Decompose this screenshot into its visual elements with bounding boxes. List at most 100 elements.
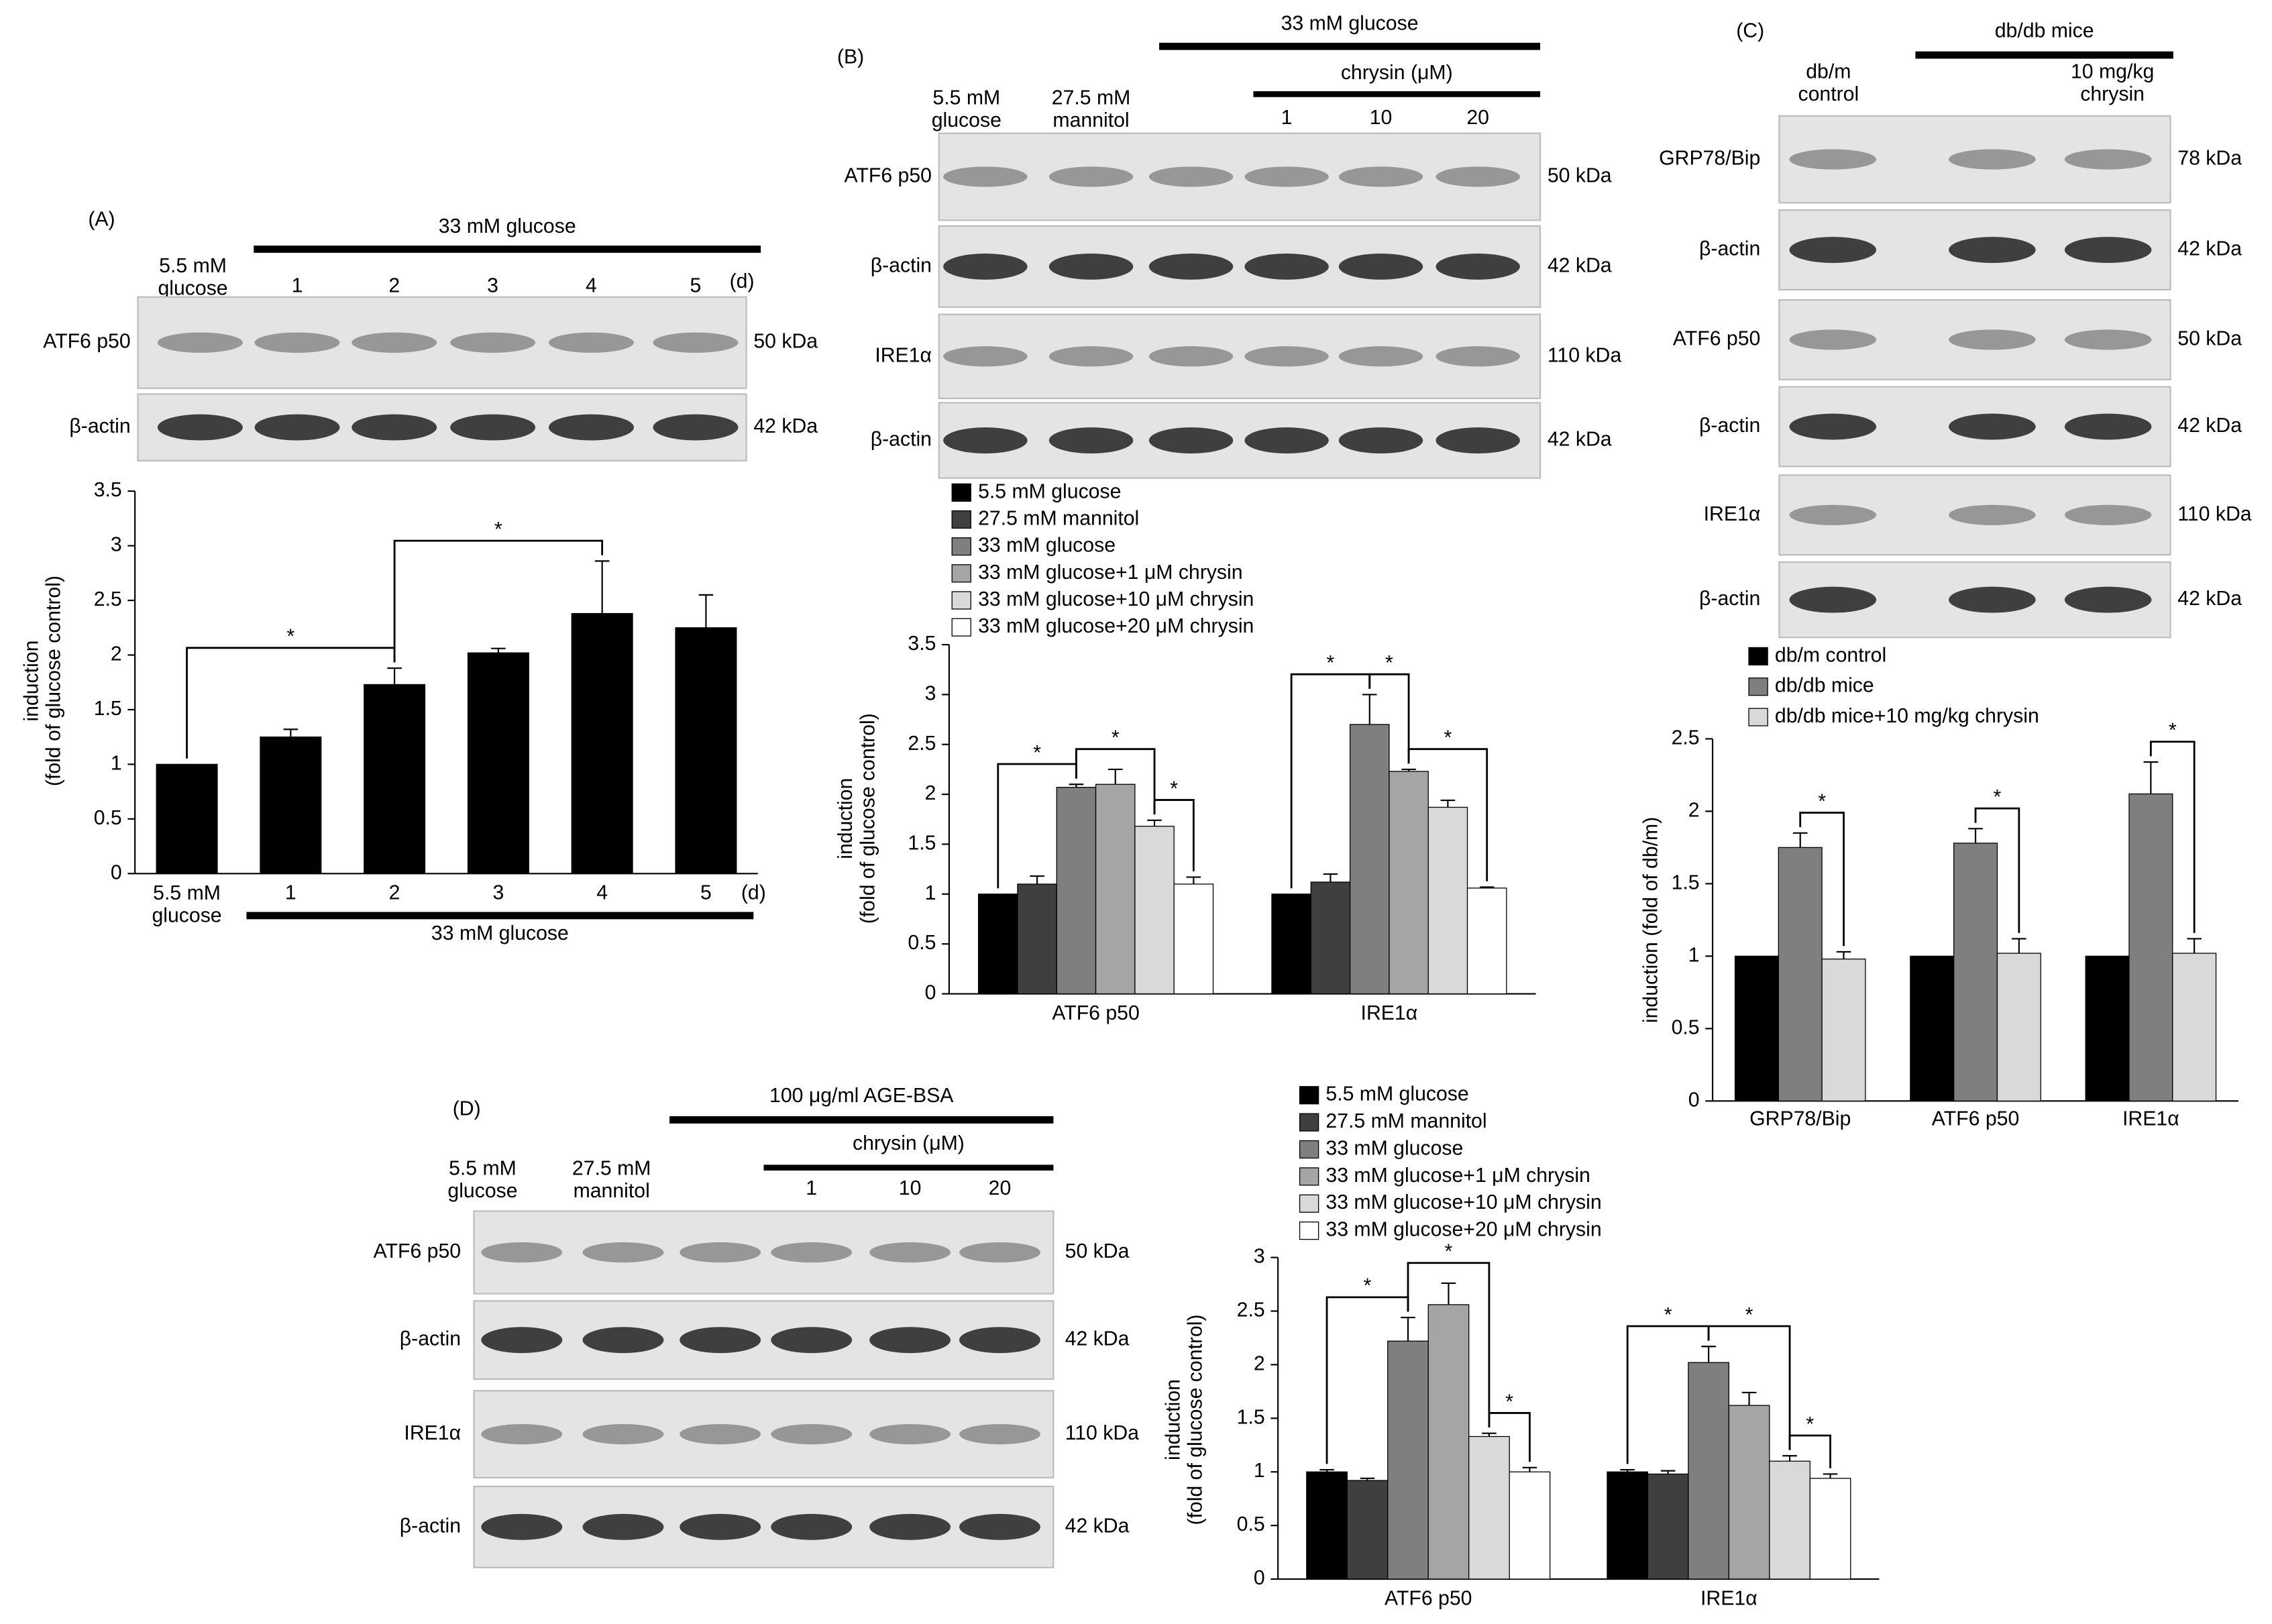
legend-label: 5.5 mM glucose — [1326, 1083, 1468, 1105]
significance-label: * — [1364, 1275, 1372, 1297]
text-line: 10 mg/kg — [2071, 61, 2154, 83]
blot-band — [959, 1513, 1040, 1540]
significance-label: * — [1818, 790, 1826, 812]
blot-band — [1244, 253, 1329, 280]
blot-band — [1048, 253, 1134, 280]
blot-band — [582, 1423, 664, 1445]
blot-band — [1148, 253, 1234, 280]
text-line: glucose — [158, 277, 227, 299]
row-size: 110 kDa — [1065, 1422, 1140, 1444]
blot-band — [1338, 166, 1423, 187]
blot-row — [1778, 115, 2171, 204]
blot-band — [582, 1327, 664, 1354]
significance-label: * — [1806, 1413, 1814, 1436]
legend-swatch — [1299, 1167, 1319, 1186]
legend-swatch — [951, 591, 971, 610]
bar — [1468, 1436, 1510, 1580]
y-tick-label: 0.5 — [908, 932, 936, 954]
x-tick-label: 5.5 mM glucose — [152, 882, 221, 926]
group-label: 33 mM glucose — [439, 215, 576, 237]
bar — [1769, 1460, 1810, 1580]
y-tick-label: 2 — [1254, 1352, 1265, 1374]
y-axis-label: induction(fold of glucose control) — [1162, 1314, 1206, 1525]
legend-label: 33 mM glucose+20 μM chrysin — [978, 615, 1254, 637]
subgroup-label: chrysin (μM) — [1341, 62, 1453, 84]
text-line: chrysin — [2080, 83, 2145, 105]
blot-band — [869, 1327, 951, 1354]
legend-label: 33 mM glucose+10 μM chrysin — [978, 588, 1254, 610]
row-size: 42 kDa — [1065, 1515, 1130, 1537]
blot-band — [450, 414, 536, 441]
y-tick-label: 2.5 — [1672, 726, 1700, 749]
blot-row — [473, 1210, 1054, 1295]
blot-row — [938, 132, 1541, 221]
significance-bracket — [1799, 812, 1845, 946]
blot-band — [548, 414, 634, 441]
bar — [1134, 826, 1175, 995]
lane-label: 2 — [388, 275, 400, 297]
bar — [1466, 887, 1507, 995]
y-tick-label: 3 — [1254, 1246, 1265, 1268]
text-line: db/m — [1806, 61, 1851, 83]
lane-label: 3 — [487, 275, 498, 297]
row-size: 42 kDa — [753, 415, 818, 437]
blot-band — [254, 414, 340, 441]
blot-band — [771, 1327, 853, 1354]
panel-label: (C) — [1736, 19, 1764, 42]
y-tick-label: 0 — [1688, 1089, 1700, 1111]
row-size: 50 kDa — [2177, 327, 2242, 349]
legend-swatch — [951, 510, 971, 529]
bar — [571, 612, 633, 874]
row-size: 50 kDa — [1548, 164, 1612, 186]
blot-band — [869, 1423, 951, 1445]
significance-label: * — [1994, 786, 2002, 808]
bar — [1095, 783, 1136, 995]
y-tick-label: 2.5 — [94, 588, 122, 610]
subgroup-label: chrysin (μM) — [853, 1132, 965, 1154]
row-label: β-actin — [1699, 238, 1760, 260]
blot-band — [943, 253, 1028, 280]
text-line: 5.5 mM — [449, 1157, 517, 1179]
blot-band — [157, 414, 243, 441]
blot-band — [653, 332, 739, 353]
y-tick-label: 0.5 — [1237, 1513, 1265, 1535]
blot-band — [2064, 413, 2152, 440]
text-line: 27.5 mM — [572, 1157, 651, 1179]
bar — [1910, 955, 1955, 1102]
row-size: 50 kDa — [753, 331, 818, 353]
row-size: 110 kDa — [2177, 503, 2252, 525]
blot-row — [137, 296, 747, 389]
blot-band — [653, 414, 739, 441]
blot-band — [771, 1242, 853, 1263]
y-tick-label: 3 — [111, 534, 122, 556]
legend-swatch — [951, 483, 971, 502]
legend-swatch — [1299, 1222, 1319, 1240]
blot-band — [351, 332, 437, 353]
row-size: 42 kDa — [1548, 254, 1612, 276]
significance-label: * — [1445, 1241, 1453, 1263]
blot-band — [1436, 166, 1520, 187]
blot-row — [473, 1485, 1054, 1568]
text-line: glucose — [447, 1180, 517, 1202]
row-label: β-actin — [69, 415, 130, 437]
text-line: (fold of glucose control) — [1185, 1314, 1207, 1525]
blot-band — [943, 166, 1028, 187]
blot-band — [1244, 427, 1329, 453]
blot-band — [1436, 346, 1520, 367]
text-line: induction — [1162, 1379, 1184, 1460]
significance-label: * — [1745, 1304, 1753, 1326]
bar — [260, 737, 322, 874]
blot-band — [1789, 413, 1877, 440]
row-label: ATF6 p50 — [1673, 327, 1760, 349]
x-tick-label: IRE1α — [2122, 1107, 2179, 1130]
text-line: 5.5 mM — [159, 255, 227, 277]
x-tick-label: ATF6 p50 — [1052, 1002, 1139, 1024]
lane-label: 4 — [586, 275, 597, 297]
blot-band — [2064, 149, 2152, 170]
y-tick-label: 1.5 — [1237, 1406, 1265, 1428]
blot-band — [1244, 166, 1329, 187]
row-size: 42 kDa — [1548, 429, 1612, 451]
row-label: β-actin — [400, 1328, 461, 1350]
bar — [1778, 847, 1823, 1102]
row-size: 42 kDa — [2177, 238, 2242, 260]
